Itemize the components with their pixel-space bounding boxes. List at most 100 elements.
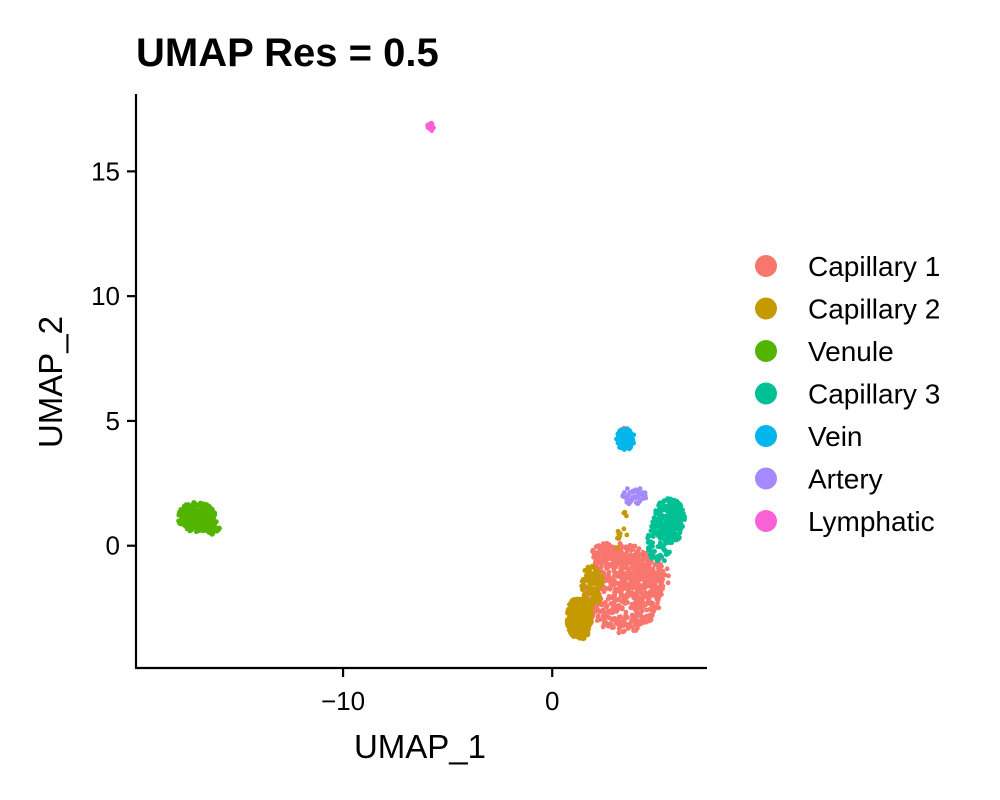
x-tick-label: 0 — [545, 686, 559, 716]
data-point — [642, 584, 648, 590]
data-point — [648, 614, 654, 620]
data-point — [660, 569, 666, 574]
data-point — [595, 589, 601, 594]
data-point — [607, 586, 613, 592]
data-point — [592, 566, 598, 572]
data-point — [655, 553, 661, 559]
data-point — [649, 591, 655, 597]
x-axis-title: UMAP_1 — [354, 728, 486, 765]
series-capillary-3 — [645, 496, 687, 564]
data-point — [611, 573, 617, 579]
data-point — [604, 603, 610, 609]
data-point — [654, 558, 660, 563]
data-point — [631, 489, 636, 495]
data-point — [614, 436, 619, 442]
data-point — [648, 549, 654, 555]
data-point — [662, 522, 667, 527]
data-point — [608, 552, 614, 558]
data-point — [650, 553, 656, 559]
data-point — [599, 544, 605, 550]
data-point — [652, 548, 657, 554]
data-point — [614, 545, 620, 551]
data-point — [656, 597, 661, 602]
data-point — [643, 578, 648, 584]
data-point — [658, 509, 664, 514]
data-point — [619, 551, 625, 556]
data-point — [585, 564, 591, 570]
data-point — [614, 609, 620, 614]
data-point — [614, 617, 619, 622]
data-point — [616, 536, 622, 541]
data-point — [179, 509, 185, 515]
data-point — [665, 519, 671, 524]
data-point — [586, 611, 591, 617]
data-point — [587, 573, 592, 579]
data-point — [637, 587, 642, 592]
data-point — [587, 620, 593, 626]
data-point — [612, 592, 617, 598]
data-point — [208, 505, 214, 511]
y-tick-label: 10 — [91, 281, 120, 311]
data-point — [189, 527, 194, 533]
data-point — [198, 500, 203, 506]
data-point — [620, 599, 626, 605]
data-point — [622, 621, 628, 627]
data-point — [621, 572, 627, 577]
legend: Capillary 1 Capillary 2 Venule Capillary 3 V… — [755, 251, 940, 537]
data-point — [595, 570, 601, 576]
data-point — [649, 533, 655, 539]
data-point — [661, 499, 666, 505]
data-point — [601, 609, 607, 615]
data-point — [181, 521, 186, 527]
data-point — [620, 564, 626, 570]
legend-swatch — [755, 382, 777, 405]
data-point — [183, 506, 189, 512]
data-point — [635, 549, 641, 555]
data-point — [579, 632, 585, 638]
data-point — [644, 619, 649, 625]
data-point — [673, 533, 679, 538]
data-point — [657, 533, 663, 538]
data-point — [626, 443, 632, 449]
data-point — [621, 526, 627, 532]
data-point — [625, 615, 630, 620]
data-point — [576, 617, 582, 622]
legend-label: Capillary 1 — [808, 251, 940, 282]
data-point — [603, 619, 608, 625]
data-point — [636, 546, 642, 552]
data-point — [580, 604, 586, 609]
data-point — [651, 586, 656, 592]
data-point — [620, 433, 626, 439]
series-lymphatic — [425, 120, 436, 134]
data-point — [425, 125, 431, 131]
data-point — [564, 619, 570, 625]
data-point — [598, 564, 604, 570]
data-point — [678, 516, 684, 522]
data-point — [184, 502, 190, 508]
scatter-points — [176, 120, 687, 642]
data-point — [596, 608, 601, 613]
data-point — [570, 632, 576, 638]
data-point — [638, 613, 644, 619]
data-point — [653, 529, 659, 534]
series-artery — [620, 486, 649, 507]
data-point — [645, 540, 651, 545]
data-point — [659, 554, 665, 560]
data-point — [208, 520, 214, 526]
data-point — [601, 589, 607, 595]
data-point — [626, 436, 632, 442]
data-point — [616, 574, 622, 579]
data-point — [650, 544, 655, 549]
data-point — [630, 585, 636, 591]
data-point — [190, 522, 196, 528]
data-point — [571, 606, 577, 612]
data-point — [592, 594, 598, 600]
data-point — [568, 606, 574, 612]
data-point — [631, 616, 636, 622]
data-point — [201, 505, 207, 510]
legend-label: Artery — [808, 464, 883, 495]
data-point — [629, 612, 635, 618]
data-point — [664, 566, 670, 572]
data-point — [633, 495, 639, 501]
